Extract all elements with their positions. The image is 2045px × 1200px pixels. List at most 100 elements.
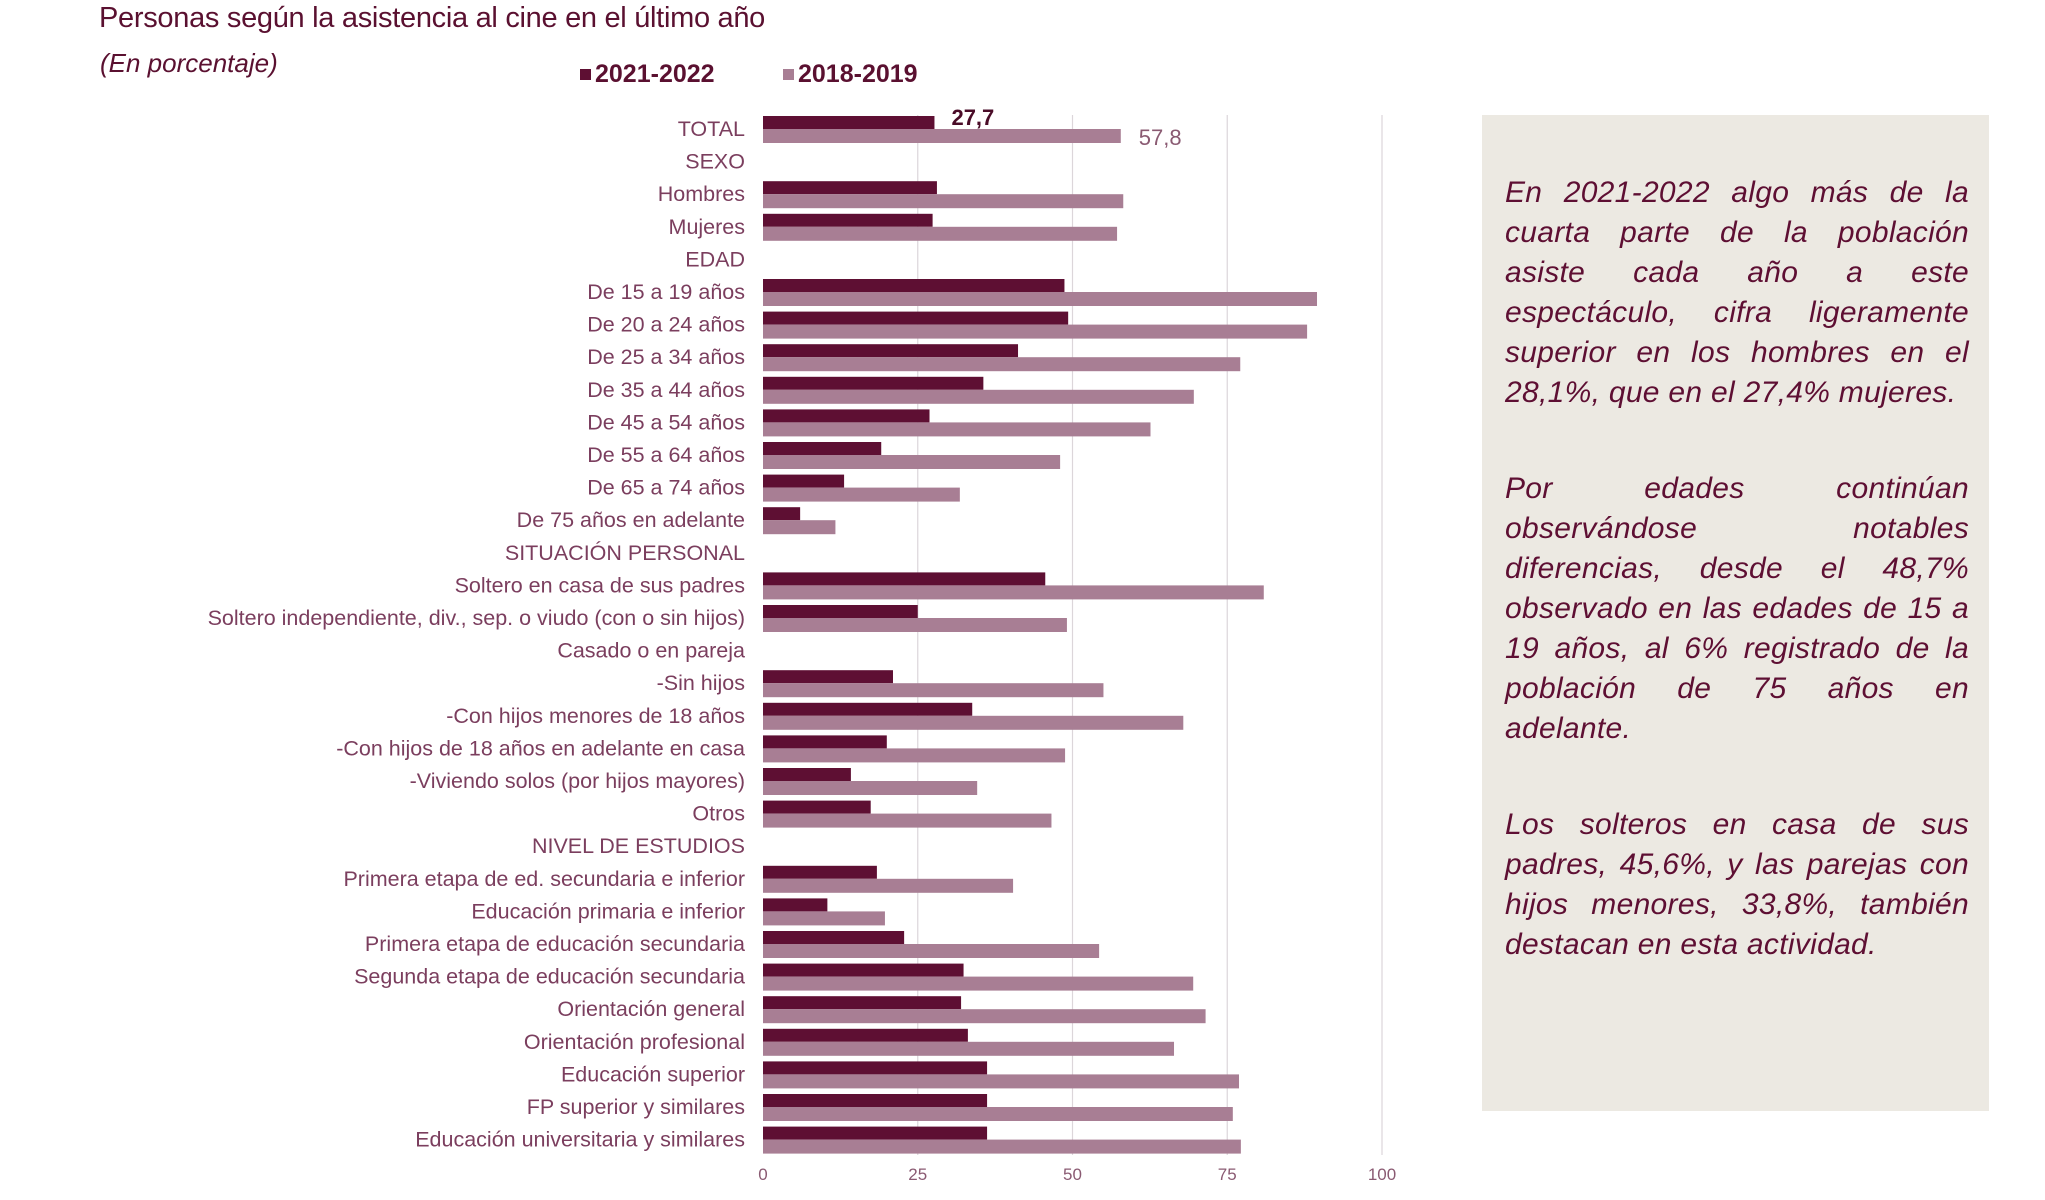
- bar-2021-2022: [763, 474, 845, 488]
- bar-2021-2022: [763, 1094, 988, 1107]
- bar-2018-2019: [763, 455, 1061, 469]
- category-label: TOTAL: [678, 117, 745, 141]
- x-tick-label: 25: [908, 1165, 927, 1184]
- data-label: 27,7: [951, 105, 994, 130]
- category-label: EDAD: [685, 247, 745, 271]
- x-tick-label: 100: [1368, 1165, 1396, 1184]
- x-tick-label: 75: [1218, 1165, 1237, 1184]
- category-label: De 65 a 74 años: [587, 476, 745, 500]
- bar-2021-2022: [763, 116, 935, 129]
- bar-2021-2022: [763, 605, 918, 618]
- bar-2021-2022: [763, 572, 1046, 586]
- category-label: Educación superior: [561, 1062, 745, 1086]
- category-label: Orientación general: [557, 997, 745, 1021]
- bar-2021-2022: [763, 865, 877, 879]
- bar-2021-2022: [763, 996, 962, 1010]
- legend-item-2021-2022: 2021-2022: [580, 60, 715, 89]
- bar-2018-2019: [763, 1074, 1240, 1089]
- bar-2021-2022: [763, 702, 973, 716]
- category-label: Educación universitaria y similares: [415, 1128, 745, 1152]
- category-label: NIVEL DE ESTUDIOS: [532, 834, 745, 858]
- category-label: De 20 a 24 años: [587, 313, 745, 337]
- bar-2018-2019: [763, 1009, 1206, 1024]
- category-label: Primera etapa de ed. secundaria e inferi…: [343, 867, 745, 891]
- bar-2018-2019: [763, 324, 1308, 339]
- bar-2018-2019: [763, 585, 1264, 600]
- bar-2018-2019: [763, 357, 1241, 372]
- category-label: De 75 años en adelante: [517, 508, 745, 532]
- bar-2021-2022: [763, 768, 851, 781]
- bar-2018-2019: [763, 878, 1014, 893]
- x-tick-label: 50: [1063, 1165, 1082, 1184]
- commentary-paragraph: En 2021-2022 algo más de la cuarta parte…: [1505, 176, 1969, 409]
- bar-2021-2022: [763, 963, 964, 977]
- bar-2021-2022: [763, 1061, 988, 1075]
- bar-2021-2022: [763, 213, 933, 227]
- bar-2018-2019: [763, 194, 1124, 209]
- bar-2021-2022: [763, 670, 893, 684]
- bar-2018-2019: [763, 944, 1100, 958]
- legend-label: 2018-2019: [798, 60, 918, 88]
- commentary-paragraph: Los solteros en casa de sus padres, 45,6…: [1505, 808, 1969, 961]
- category-label: Otros: [692, 802, 745, 826]
- category-label: -Sin hijos: [657, 671, 745, 695]
- bar-2018-2019: [763, 226, 1118, 241]
- bar-2018-2019: [763, 487, 960, 502]
- chart-subtitle: (En porcentaje): [100, 48, 278, 78]
- data-label: 57,8: [1139, 125, 1182, 150]
- chart-title: Personas según la asistencia al cine en …: [99, 2, 766, 34]
- bar-2018-2019: [763, 911, 885, 926]
- bar-2021-2022: [763, 344, 1019, 358]
- bar-2021-2022: [763, 279, 1065, 292]
- bar-2018-2019: [763, 1107, 1233, 1121]
- bar-2018-2019: [763, 1139, 1241, 1154]
- category-label: FP superior y similares: [527, 1095, 745, 1119]
- category-label: Soltero independiente, div., sep. o viud…: [208, 606, 745, 630]
- category-label: Mujeres: [669, 215, 745, 239]
- bar-2018-2019: [763, 813, 1052, 828]
- commentary-paragraph: Por edades continúan observándose notabl…: [1505, 472, 1969, 745]
- category-label: Soltero en casa de sus padres: [455, 573, 745, 597]
- bar-2021-2022: [763, 1126, 988, 1140]
- bar-2021-2022: [763, 181, 937, 195]
- bar-2018-2019: [763, 715, 1184, 730]
- category-label: Primera etapa de educación secundaria: [365, 932, 745, 956]
- commentary-box: En 2021-2022 algo más de la cuarta parte…: [1482, 115, 1989, 1111]
- legend-label: 2021-2022: [595, 60, 715, 88]
- bar-2018-2019: [763, 1041, 1175, 1056]
- legend-swatch-2021-2022: [580, 69, 591, 80]
- bar-2018-2019: [763, 520, 836, 535]
- bar-2018-2019: [763, 389, 1194, 404]
- bar-2021-2022: [763, 409, 930, 423]
- category-label: De 55 a 64 años: [587, 443, 745, 467]
- category-label: De 35 a 44 años: [587, 378, 745, 402]
- bar-2021-2022: [763, 507, 801, 521]
- category-label: SITUACIÓN PERSONAL: [505, 540, 745, 565]
- bar-2018-2019: [763, 748, 1066, 763]
- category-label: Casado o en pareja: [557, 639, 745, 663]
- category-label: SEXO: [685, 150, 745, 174]
- bar-2021-2022: [763, 311, 1069, 325]
- category-label: De 25 a 34 años: [587, 345, 745, 369]
- category-label: Orientación profesional: [524, 1030, 745, 1054]
- bar-2018-2019: [763, 781, 978, 795]
- category-label: -Con hijos menores de 18 años: [446, 704, 745, 728]
- bar-2021-2022: [763, 442, 882, 455]
- category-label: Educación primaria e inferior: [471, 899, 745, 923]
- category-label: -Viviendo solos (por hijos mayores): [410, 769, 745, 793]
- category-label: -Con hijos de 18 años en adelante en cas…: [336, 736, 745, 760]
- bar-2021-2022: [763, 1028, 968, 1042]
- bar-2018-2019: [763, 129, 1121, 143]
- bar-2021-2022: [763, 735, 887, 749]
- category-label: Segunda etapa de educación secundaria: [354, 965, 745, 989]
- bar-chart: 0 25 50 75 100 TOTAL SEXO Hombres Mujeres EDAD De …: [208, 105, 1397, 1184]
- bar-2018-2019: [763, 683, 1104, 698]
- bar-2021-2022: [763, 931, 905, 944]
- bar-2021-2022: [763, 800, 871, 814]
- category-label: Hombres: [658, 182, 745, 206]
- x-tick-label: 0: [758, 1165, 767, 1184]
- bar-2018-2019: [763, 976, 1194, 991]
- bar-2018-2019: [763, 422, 1151, 437]
- bar-2018-2019: [763, 292, 1318, 306]
- category-label: De 15 a 19 años: [587, 280, 745, 304]
